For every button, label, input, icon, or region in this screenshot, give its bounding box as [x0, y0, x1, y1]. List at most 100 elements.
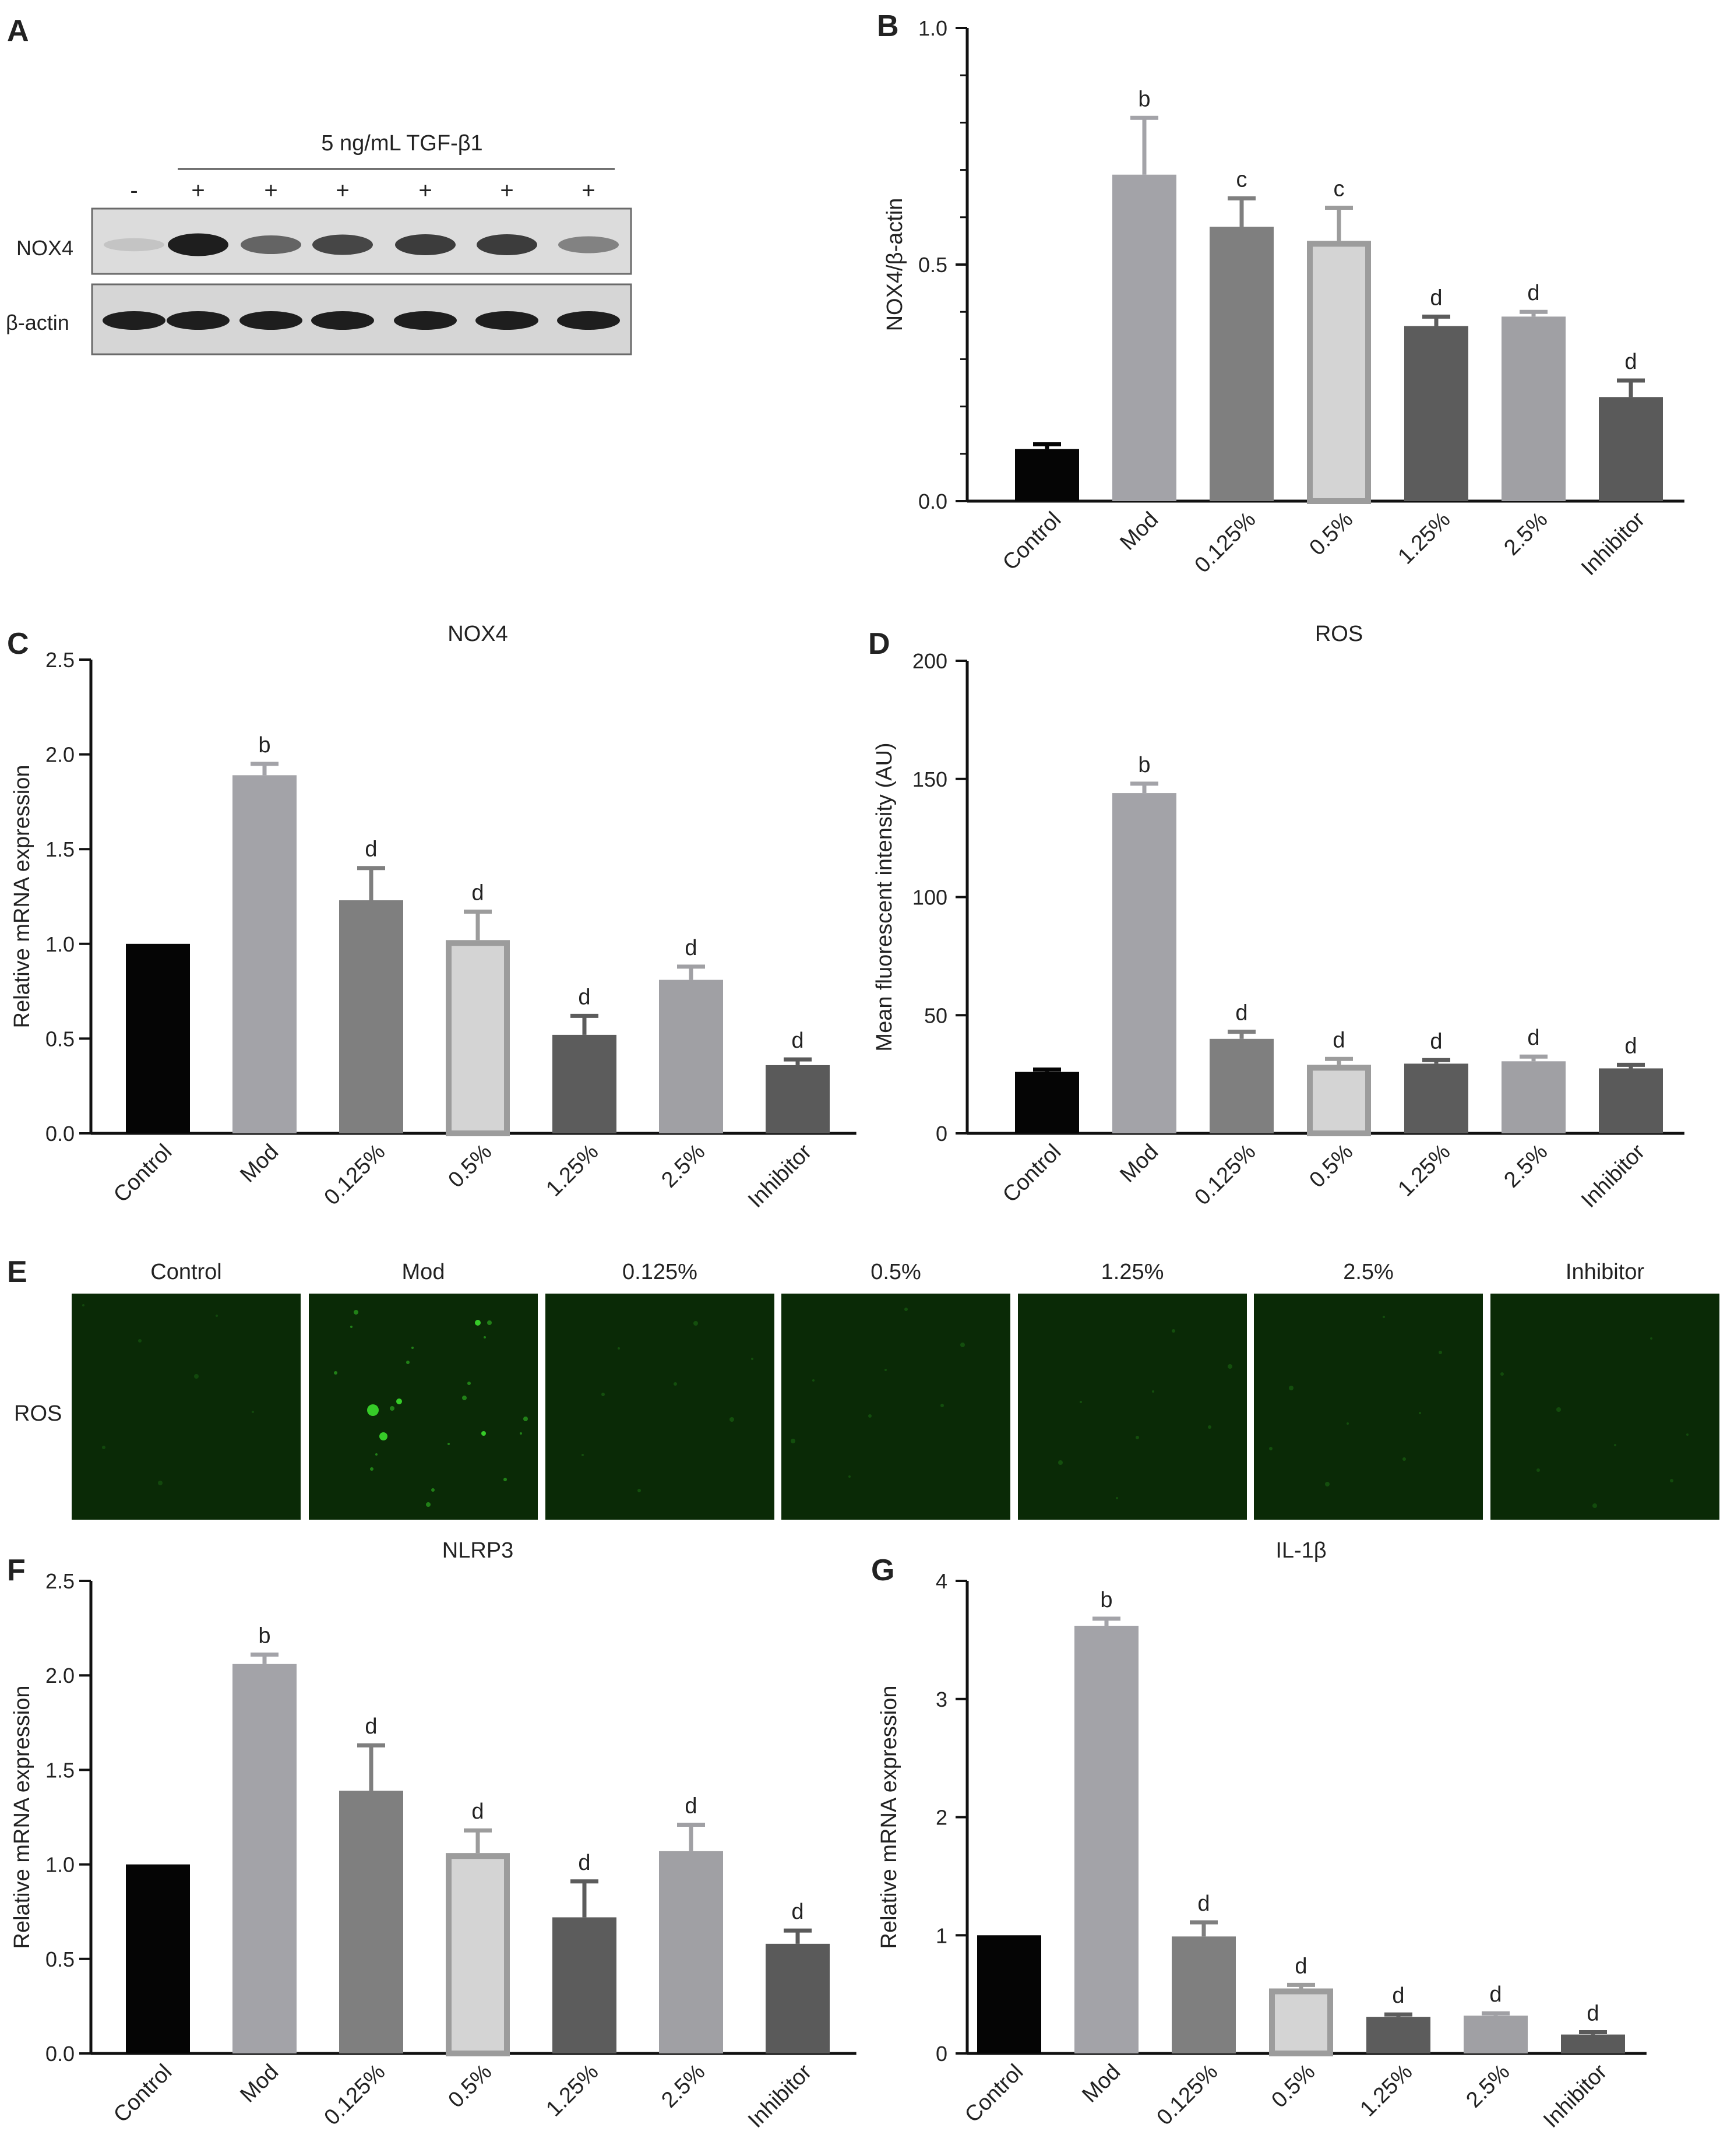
panel-letter-e: E [7, 1255, 27, 1289]
row-label-beta-actin: β-actin [6, 311, 69, 334]
bar-0-5 [1307, 241, 1371, 504]
fluorescence-spot [334, 1371, 337, 1375]
y-tick-label: 2.5 [45, 648, 75, 672]
x-tick-label-mod: Mod [1077, 2060, 1125, 2108]
fluorescence-spot [1614, 1444, 1616, 1446]
x-tick-label-2-5: 2.5% [657, 1140, 710, 1193]
nox4-band-5 [477, 234, 537, 255]
fluorescence-spot [1686, 1433, 1689, 1436]
bar-inhibitor [1561, 2034, 1625, 2053]
significance-label-0-5: d [471, 881, 484, 906]
significance-label-mod: b [258, 1624, 270, 1648]
chart-nlrp3-mrna: NLRP3 0.0 0.5 1.0 1.5 2.0 2.5 Relative mRNA exp… [10, 1538, 857, 2133]
significance-label-0-5: d [1333, 1028, 1345, 1052]
y-tick-label: 0 [936, 1122, 947, 1146]
significance-label-0-125: d [1235, 1001, 1247, 1026]
nox4-band-2 [241, 235, 301, 254]
bar-mod [1112, 174, 1176, 502]
x-tick-label-0-125: 0.125% [320, 2060, 390, 2130]
significance-label-1-25: d [1392, 1984, 1404, 2008]
bar-0-5 [1307, 1065, 1371, 1137]
bar-1-25 [1404, 326, 1468, 501]
panel-letter-g: G [871, 1553, 894, 1587]
bar-inhibitor [1599, 397, 1663, 501]
fluorescence-spot [693, 1321, 698, 1326]
bar-control [977, 1935, 1041, 2053]
y-tick-label: 100 [912, 886, 947, 910]
x-tick-label-mod: Mod [235, 1140, 283, 1188]
micrograph-label-inhibitor: Inhibitor [1566, 1260, 1645, 1284]
fluorescence-spot [1080, 1401, 1082, 1403]
bar-0-125 [1210, 1038, 1274, 1133]
fluorescence-spot [791, 1439, 795, 1443]
x-tick-label-inhibitor: Inhibitor [743, 2059, 817, 2133]
fluorescence-spot [940, 1404, 944, 1407]
x-tick-label-0-125: 0.125% [1153, 2060, 1223, 2130]
y-axis-label: Relative mRNA expression [877, 1686, 901, 1949]
x-tick-label-1-25: 1.25% [541, 2060, 603, 2122]
x-tick-label-mod: Mod [1115, 508, 1163, 555]
bar-1-25 [552, 1034, 616, 1133]
significance-label-0-5: d [471, 1799, 484, 1824]
x-tick-label-2-5: 2.5% [1499, 508, 1552, 561]
bar-1-25 [552, 1917, 616, 2053]
fluorescence-spot [138, 1339, 142, 1343]
panel-letter-b: B [877, 9, 899, 43]
chart-il1b-mrna: IL-1β 0 1 2 3 4 Relative mRNA expression Contro… [877, 1538, 1647, 2133]
fluorescence-spot [1500, 1372, 1504, 1376]
chart-title: IL-1β [1275, 1538, 1326, 1563]
fluorescence-spot [674, 1382, 677, 1386]
y-tick-label: 1.0 [45, 1853, 75, 1877]
significance-label-0-125: c [1236, 167, 1247, 192]
bar-mod [232, 1664, 297, 2053]
fluorescence-spot [520, 1432, 522, 1435]
bar-inhibitor [766, 1943, 830, 2053]
significance-label-inhibitor: d [1624, 350, 1637, 374]
micrograph-label-0-125: 0.125% [622, 1260, 697, 1284]
x-tick-label-0-5: 0.5% [1305, 508, 1358, 561]
fluorescent-cell [396, 1398, 402, 1404]
bar-2-5 [1502, 316, 1566, 501]
y-tick-label: 1.5 [45, 1758, 75, 1782]
bar-0-5 [446, 1853, 510, 2056]
x-tick-label-1-25: 1.25% [1393, 508, 1455, 569]
bar-0-5 [1269, 1988, 1333, 2057]
significance-label-mod: b [1138, 87, 1150, 111]
y-tick-label: 1.5 [45, 837, 75, 861]
bar-2-5 [1464, 2016, 1528, 2053]
y-tick-label: 0.0 [45, 1122, 75, 1146]
micrograph-2-5 [1254, 1294, 1483, 1520]
x-tick-label-control: Control [109, 1140, 177, 1207]
x-tick-label-control: Control [998, 1140, 1066, 1207]
significance-label-2-5: d [1489, 1982, 1502, 2007]
significance-label-inhibitor: d [791, 1900, 803, 1924]
y-tick-label: 0 [936, 2042, 947, 2066]
x-tick-label-control: Control [109, 2060, 177, 2127]
y-axis-label: Mean fluorescent intensity (AU) [872, 742, 897, 1051]
bar-inhibitor [1599, 1068, 1663, 1133]
lane-sign-3: + [336, 178, 349, 203]
x-tick-label-control: Control [960, 2060, 1028, 2127]
nox4-band-4 [395, 234, 456, 255]
fluorescent-cell [367, 1404, 379, 1416]
x-tick-label-2-5: 2.5% [1461, 2060, 1514, 2113]
micrograph-1-25 [1018, 1294, 1247, 1520]
micrograph-control [72, 1294, 301, 1520]
fluorescence-spot [812, 1379, 815, 1382]
chart-title: NLRP3 [442, 1538, 514, 1563]
micrograph-inhibitor [1490, 1294, 1719, 1520]
significance-label-2-5: d [1527, 281, 1539, 305]
fluorescence-spot [601, 1393, 605, 1396]
bar-control [1015, 449, 1079, 501]
x-tick-label-control: Control [998, 508, 1066, 575]
fluorescence-spot [82, 1304, 84, 1306]
significance-label-1-25: d [578, 985, 590, 1009]
fluorescence-spot [252, 1411, 254, 1413]
micrograph-mod [309, 1294, 538, 1520]
nox4-band-3 [312, 234, 373, 255]
fluorescence-spot [637, 1489, 641, 1492]
fluorescence-spot [1383, 1316, 1385, 1318]
fluorescence-spot [1439, 1351, 1442, 1354]
bar-2-5 [659, 980, 723, 1133]
